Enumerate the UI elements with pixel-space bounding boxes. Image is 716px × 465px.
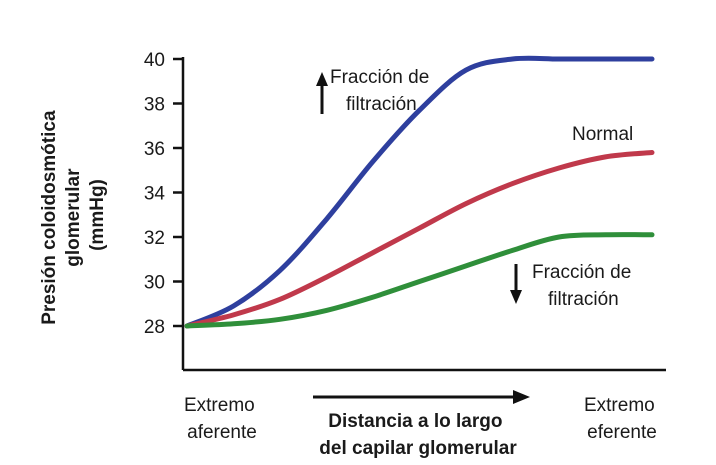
y-tick-label: 30 bbox=[144, 273, 165, 294]
annotation-label: Fracción de filtración bbox=[330, 67, 429, 115]
y-tick-label: 36 bbox=[144, 139, 165, 160]
down-arrow-head-icon bbox=[510, 290, 522, 304]
x-axis-title-line: Distancia a lo largo bbox=[328, 411, 502, 432]
x-end-label-line: Extremo bbox=[584, 395, 655, 416]
y-axis-title-line: (mmHg) bbox=[87, 179, 108, 251]
x-start-label-line: aferente bbox=[187, 422, 257, 443]
y-axis-title-line: glomerular bbox=[63, 168, 84, 267]
distance-arrow bbox=[313, 390, 530, 404]
annotation-label-line: Normal bbox=[572, 124, 633, 145]
annotation-normal: Normal bbox=[572, 124, 633, 145]
series-line-increased bbox=[184, 55, 655, 329]
x-axis-title-line: del capilar glomerular bbox=[319, 438, 517, 459]
annotation-label-line: Fracción de bbox=[330, 67, 429, 88]
x-end-label-line: eferente bbox=[587, 422, 657, 443]
annotation-label-line: filtración bbox=[548, 289, 619, 310]
annotations: Fracción de filtración Normal Fracción de fi… bbox=[316, 67, 633, 310]
annotation-down: Fracción de filtración bbox=[510, 262, 631, 310]
x-end-label: Extremo eferente bbox=[584, 395, 660, 443]
y-tick-label: 34 bbox=[144, 184, 166, 205]
x-axis-title: Distancia a lo largo del capilar glomeru… bbox=[319, 411, 517, 459]
y-tick-label: 40 bbox=[144, 50, 165, 71]
annotation-up: Fracción de filtración bbox=[316, 67, 429, 115]
y-axis-title: Presión coloidosmótica glomerular (mmHg) bbox=[39, 105, 108, 325]
up-arrow-head-icon bbox=[316, 72, 328, 86]
y-tick-label: 28 bbox=[144, 317, 165, 338]
series-line-normal bbox=[184, 150, 655, 329]
annotation-label: Fracción de filtración bbox=[532, 262, 631, 310]
y-tick-label: 38 bbox=[144, 95, 165, 116]
annotation-label-line: Fracción de bbox=[532, 262, 631, 283]
annotation-label: Normal bbox=[572, 124, 633, 145]
x-start-label-line: Extremo bbox=[184, 395, 255, 416]
y-axis-title-line: Presión coloidosmótica bbox=[39, 110, 60, 325]
x-start-label: Extremo aferente bbox=[184, 395, 260, 443]
y-axis: 28 30 32 34 36 38 40 bbox=[144, 50, 185, 370]
y-tick-label: 32 bbox=[144, 228, 165, 249]
annotation-label-line: filtración bbox=[346, 94, 417, 115]
series-layer bbox=[184, 55, 655, 329]
series-line-decreased bbox=[184, 232, 655, 329]
